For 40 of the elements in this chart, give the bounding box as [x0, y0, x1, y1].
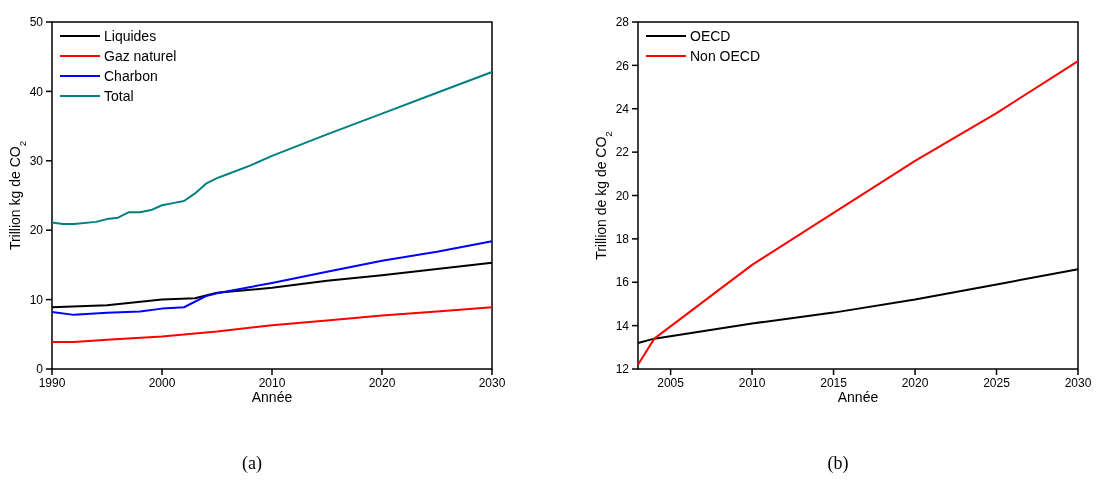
y-tick-label: 18: [615, 232, 630, 247]
legend-label: Liquides: [104, 27, 157, 44]
y-tick-label: 20: [615, 188, 630, 203]
line-series: [51, 70, 493, 225]
text: (a): [242, 453, 262, 474]
legend-label: Total: [104, 87, 134, 104]
x-tick-label: 2005: [657, 376, 685, 390]
x-tick-label: 1990: [38, 376, 66, 390]
y-tick-label: 26: [615, 58, 630, 73]
y-tick-label: 50: [29, 15, 44, 30]
y-tick-label: 0: [36, 362, 44, 377]
x-axis-title: Année: [251, 389, 293, 405]
y-tick-label: 12: [615, 362, 630, 377]
x-tick-label: 2010: [738, 376, 766, 390]
y-tick-label: 22: [615, 145, 630, 160]
x-tick-label: 2020: [901, 376, 929, 390]
legend-label: OECD: [690, 27, 731, 44]
y-tick-label: 10: [29, 292, 44, 307]
y-tick-label: 40: [29, 84, 44, 99]
legend-label: Gaz naturel: [104, 47, 177, 64]
x-tick-label: 2010: [258, 376, 286, 390]
x-tick-label: 2020: [368, 376, 396, 390]
y-tick-label: 30: [29, 154, 44, 168]
x-axis-title: Année: [837, 389, 879, 405]
y-tick-label: 28: [615, 15, 630, 30]
y-tick-label: 14: [615, 318, 630, 333]
x-tick-label: 2015: [820, 376, 848, 390]
text: (b): [827, 453, 849, 474]
legend-label: Charbon: [104, 67, 158, 84]
x-tick-label: 2000: [148, 376, 176, 390]
y-tick-label: 16: [615, 275, 630, 290]
line-series: [51, 240, 493, 316]
x-tick-label: 2030: [478, 376, 506, 390]
y-tick-label: 24: [615, 101, 630, 116]
line-series: [637, 60, 1079, 366]
x-tick-label: 2025: [983, 376, 1011, 390]
x-tick-label: 2030: [1064, 376, 1092, 390]
legend-label: Non OECD: [690, 47, 761, 64]
line-series: [51, 306, 493, 343]
y-tick-label: 20: [29, 223, 44, 238]
